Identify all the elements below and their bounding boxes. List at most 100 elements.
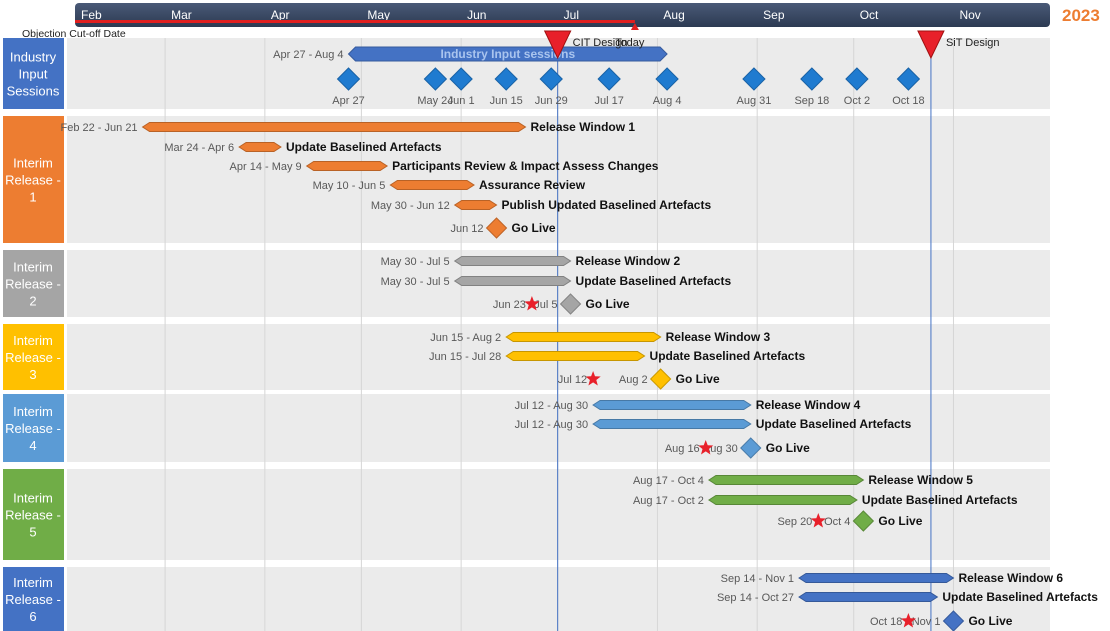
golive-label: Go Live [766, 441, 810, 455]
section-label-box [3, 394, 64, 462]
bar-label: Update Baselined Artefacts [576, 274, 732, 288]
gantt-bar [707, 495, 858, 505]
bar-date-range: May 30 - Jun 12 [371, 200, 450, 212]
month-label: Feb [81, 8, 102, 22]
session-diamond [539, 67, 563, 91]
month-header [75, 3, 1050, 27]
bar-date-range: Jun 15 - Jul 28 [429, 351, 501, 363]
section-label: 3 [29, 367, 36, 382]
bar-label: Update Baselined Artefacts [862, 493, 1018, 507]
golive-diamond [649, 368, 672, 390]
section-label: Release - [5, 350, 61, 365]
bar-label: Publish Updated Baselined Artefacts [502, 198, 712, 212]
golive-star [585, 371, 601, 386]
session-date-label: Aug 31 [737, 95, 772, 107]
golive-diamond [559, 293, 582, 315]
gantt-bar [707, 475, 865, 485]
session-date-label: Jul 17 [594, 95, 623, 107]
gantt-bar [453, 200, 498, 210]
year-label: 2023 [1062, 6, 1100, 25]
session-diamond [336, 67, 361, 91]
bar-date-range: Apr 27 - Aug 4 [273, 49, 343, 61]
gantt-bar [389, 180, 475, 190]
golive-date: Jun 12 [451, 223, 484, 235]
milestone-label: CIT Design [573, 37, 628, 49]
gantt-bar [798, 573, 955, 583]
section-label: Release - [5, 173, 61, 188]
section-label-box [3, 324, 64, 390]
session-date-label: Oct 2 [844, 95, 870, 107]
golive-star [698, 440, 714, 455]
objection-cutoff-bar [75, 20, 635, 23]
session-diamond [800, 67, 824, 91]
bar-date-range: May 30 - Jul 5 [381, 276, 450, 288]
section-label-box [3, 250, 64, 317]
session-date-label: Apr 27 [332, 95, 364, 107]
golive-diamond [485, 217, 508, 239]
section-label: Release - [5, 277, 61, 292]
bar-label: Update Baselined Artefacts [942, 590, 1098, 604]
bar-date-range: Apr 14 - May 9 [230, 161, 302, 173]
section-label: 5 [29, 525, 36, 540]
golive-label: Go Live [676, 372, 720, 386]
month-label: Aug [663, 8, 684, 22]
section-panel [67, 394, 1050, 462]
session-diamond [423, 67, 448, 91]
gantt-bar [505, 351, 646, 361]
gantt-bar [305, 161, 389, 171]
golive-star [524, 296, 540, 311]
session-date-label: Jun 29 [535, 95, 568, 107]
milestone-triangle [917, 30, 945, 60]
section-label: Industry [10, 50, 57, 65]
section-panel [67, 469, 1050, 560]
section-label: Release - [5, 421, 61, 436]
session-date-label: May 24 [417, 95, 453, 107]
month-label: Nov [959, 8, 980, 22]
bar-label: Release Window 6 [958, 571, 1063, 585]
milestone-label: SiT Design [946, 37, 1000, 49]
gantt-bar [505, 332, 662, 342]
golive-date: Jul 5 [534, 299, 557, 311]
milestone-triangle [543, 30, 572, 60]
bar-label: Release Window 1 [530, 120, 635, 134]
session-date-label: Jun 1 [448, 95, 475, 107]
bar-label: Update Baselined Artefacts [756, 417, 912, 431]
golive-date: Nov 1 [912, 616, 941, 628]
session-date-label: Oct 18 [892, 95, 924, 107]
session-diamond [896, 67, 921, 91]
session-diamond [494, 67, 518, 91]
golive-diamond [942, 610, 965, 631]
section-label: Input [19, 67, 48, 82]
gantt-bar [592, 419, 752, 429]
section-label: Interim [13, 491, 53, 506]
golive-date: Oct 4 [824, 516, 850, 528]
bar-date-range: May 30 - Jul 5 [381, 256, 450, 268]
month-label: Jun [467, 8, 486, 22]
section-panel [67, 116, 1050, 243]
bar-label: Assurance Review [479, 178, 586, 192]
bar-date-range: Mar 24 - Apr 6 [164, 142, 234, 154]
section-label: Interim [13, 260, 53, 275]
golive-diamond [740, 437, 762, 459]
bar-date-range: Sep 14 - Nov 1 [721, 573, 794, 585]
bar-date-range: Feb 22 - Jun 21 [61, 122, 138, 134]
bar-date-range: Jul 12 - Aug 30 [515, 400, 588, 412]
session-date-label: Sep 18 [794, 95, 829, 107]
today-label: Today [615, 37, 645, 49]
month-label: Sep [763, 8, 785, 22]
star-date: Jul 12 [558, 374, 587, 386]
session-date-label: Jun 15 [490, 95, 523, 107]
bar-label: Participants Review & Impact Assess Chan… [392, 159, 659, 173]
golive-label: Go Live [512, 221, 556, 235]
section-label: 6 [29, 609, 36, 624]
star-date: Aug 16 [665, 443, 700, 455]
bar-label: Release Window 5 [868, 473, 973, 487]
bar-label: Release Window 2 [576, 254, 681, 268]
section-label-box [3, 116, 64, 243]
gantt-bar-industry [347, 46, 668, 62]
golive-label: Go Live [968, 614, 1012, 628]
month-label: Jul [564, 8, 579, 22]
session-diamond [655, 67, 679, 91]
section-label-box [3, 567, 64, 631]
gantt-bar [592, 400, 752, 410]
